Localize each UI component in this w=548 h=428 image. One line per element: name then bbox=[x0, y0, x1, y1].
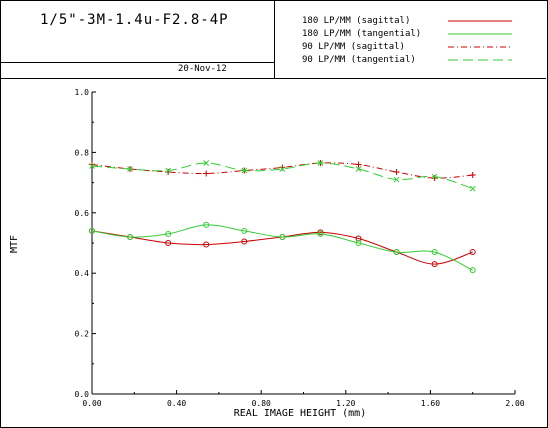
data-point bbox=[279, 233, 286, 240]
data-point bbox=[469, 185, 476, 192]
data-point bbox=[469, 172, 476, 179]
data-point bbox=[279, 166, 286, 172]
header-vertical-divider bbox=[274, 0, 275, 78]
legend-label-90-sagittal: 90 LP/MM (sagittal) bbox=[302, 42, 405, 52]
y-tick-label: 0.4 bbox=[75, 269, 90, 278]
data-point bbox=[89, 163, 95, 169]
data-point bbox=[317, 230, 324, 237]
y-axis-title: MTF bbox=[9, 235, 20, 253]
data-point bbox=[355, 240, 362, 246]
y-tick-label: 0.2 bbox=[75, 330, 90, 339]
data-point bbox=[431, 173, 438, 180]
header-date-divider bbox=[0, 62, 275, 63]
legend-label-90-tangential: 90 LP/MM (tangential) bbox=[302, 55, 416, 65]
x-axis-title: REAL IMAGE HEIGHT (mm) bbox=[234, 408, 366, 419]
series-2 bbox=[89, 159, 476, 182]
data-point bbox=[203, 160, 210, 166]
x-tick-label: 0.40 bbox=[167, 399, 186, 408]
series-line-1 bbox=[91, 224, 473, 271]
data-point bbox=[203, 221, 210, 228]
data-point bbox=[203, 241, 210, 248]
data-point bbox=[127, 166, 133, 172]
data-point bbox=[89, 227, 95, 234]
data-point bbox=[469, 249, 476, 256]
series-line-0 bbox=[91, 230, 473, 265]
data-point bbox=[165, 167, 171, 174]
series-line-3 bbox=[91, 162, 473, 190]
data-point bbox=[317, 160, 324, 166]
data-point bbox=[393, 169, 400, 176]
y-tick-label: 0.0 bbox=[75, 390, 90, 399]
legend-label-180-sagittal: 180 LP/MM (sagittal) bbox=[302, 16, 411, 26]
data-point bbox=[393, 176, 400, 183]
data-point bbox=[127, 233, 134, 240]
data-point bbox=[431, 261, 438, 268]
x-tick-label: 2.00 bbox=[505, 399, 524, 408]
plot-date: 20-Nov-12 bbox=[178, 64, 227, 74]
data-point bbox=[393, 249, 400, 256]
data-point bbox=[431, 249, 438, 256]
data-point bbox=[469, 267, 476, 274]
data-point bbox=[203, 170, 210, 177]
data-point bbox=[355, 166, 362, 172]
y-tick-label: 0.6 bbox=[75, 209, 90, 218]
data-point bbox=[165, 230, 172, 237]
y-tick-label: 0.8 bbox=[75, 148, 90, 157]
x-tick-label: 0.80 bbox=[252, 399, 271, 408]
series-1 bbox=[89, 221, 476, 274]
header-bottom-divider bbox=[0, 78, 546, 79]
data-point bbox=[165, 240, 172, 246]
x-tick-label: 1.60 bbox=[421, 399, 440, 408]
data-point bbox=[355, 161, 362, 168]
legend-label-180-tangential: 180 LP/MM (tangential) bbox=[302, 29, 422, 39]
data-point bbox=[241, 227, 248, 234]
lens-name: 1/5"-3M-1.4u-F2.8-4P bbox=[40, 12, 229, 28]
y-tick-label: 1.0 bbox=[75, 88, 90, 97]
series-3 bbox=[89, 160, 476, 192]
x-tick-label: 0.00 bbox=[82, 399, 101, 408]
x-tick-label: 1.20 bbox=[336, 399, 355, 408]
data-point bbox=[241, 167, 248, 174]
data-point bbox=[241, 238, 248, 245]
